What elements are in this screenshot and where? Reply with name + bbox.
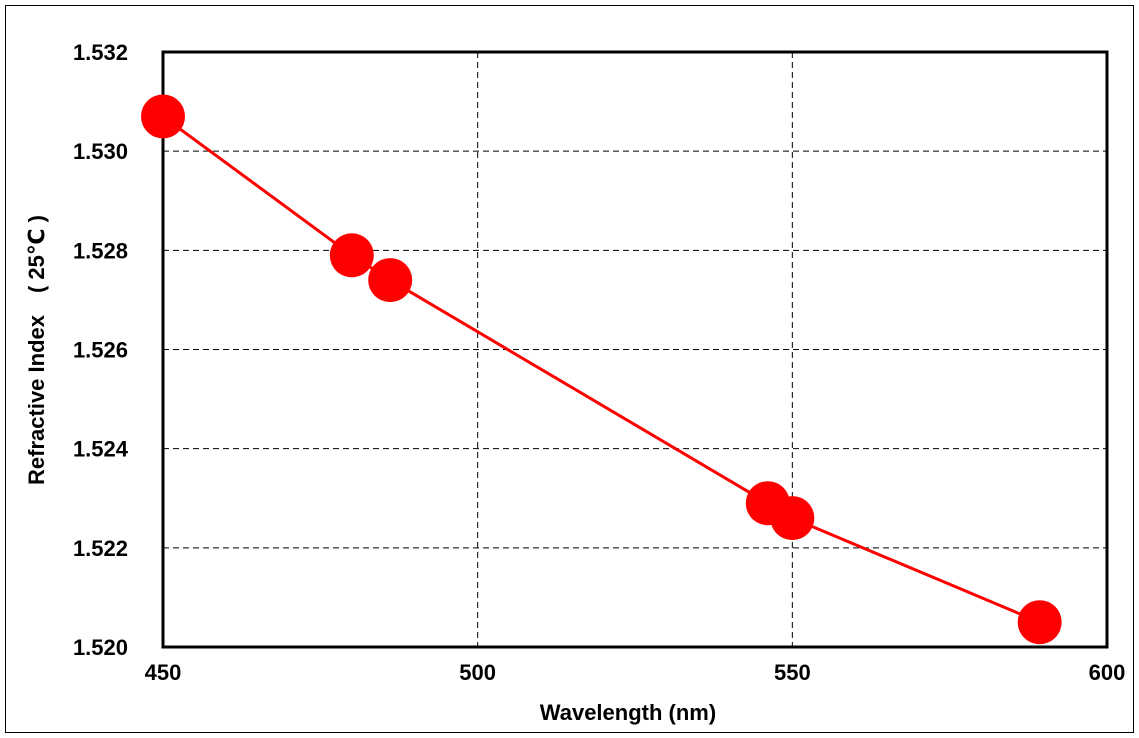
y-tick-label: 1.528 xyxy=(73,238,128,263)
y-tick-label: 1.522 xyxy=(73,536,128,561)
data-point xyxy=(770,496,815,541)
y-tick-label: 1.524 xyxy=(73,437,129,462)
data-point xyxy=(141,94,185,139)
x-tick-label: 500 xyxy=(459,660,496,685)
series-line xyxy=(162,115,1041,624)
x-tick-labels: 450 500 550 600 xyxy=(145,660,1126,685)
y-tick-label: 1.530 xyxy=(73,139,128,164)
grid-lines xyxy=(163,52,1107,647)
y-tick-labels: 1.520 1.522 1.524 1.526 1.528 1.530 1.532 xyxy=(73,40,129,660)
series-group xyxy=(141,94,1062,645)
y-tick-label: 1.520 xyxy=(73,635,128,660)
y-axis-label: Refractive Index ( 25℃ ) xyxy=(24,215,49,485)
plot-area-border xyxy=(161,50,1109,649)
x-tick-label: 600 xyxy=(1089,660,1126,685)
data-point xyxy=(368,258,413,303)
data-point xyxy=(329,233,374,278)
x-tick-label: 450 xyxy=(145,660,182,685)
data-point xyxy=(1017,600,1062,645)
x-tick-label: 550 xyxy=(774,660,811,685)
y-tick-label: 1.526 xyxy=(73,338,128,363)
y-tick-label: 1.532 xyxy=(73,40,128,65)
chart-frame xyxy=(5,5,1134,733)
x-axis-label: Wavelength (nm) xyxy=(540,700,716,725)
